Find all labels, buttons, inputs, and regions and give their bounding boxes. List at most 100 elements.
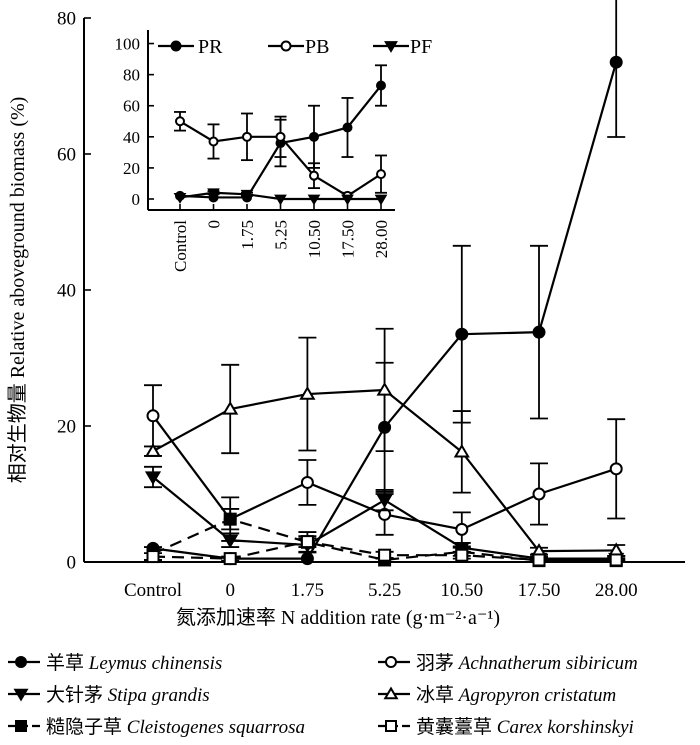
legend-label: 冰草 Agropyron cristatum — [416, 684, 616, 706]
main-plot-area: 0 20 40 60 80 Control 0 1.75 5.25 10.50 17.50 28.00 — [57, 0, 685, 601]
main-x-tick-label: 0 — [225, 580, 235, 601]
inset-data-point — [376, 80, 386, 91]
inset-x-tick-label: Control — [171, 220, 190, 272]
main-data-point — [299, 386, 316, 400]
main-data-point — [223, 512, 237, 526]
main-data-point — [300, 535, 314, 549]
inset-y-tick-label: 0 — [132, 190, 141, 209]
main-data-point — [532, 553, 546, 567]
inset-x-tick-label: 1.75 — [238, 220, 257, 250]
inset-data-point — [208, 136, 219, 147]
inset-data-point — [307, 194, 321, 206]
inset-legend-item: PB — [268, 36, 329, 58]
main-data-point — [453, 443, 470, 458]
inset-data-point — [342, 122, 353, 133]
main-data-point — [455, 327, 469, 341]
main-series-0 — [146, 0, 626, 566]
inset-data-point — [376, 169, 386, 180]
inset-legend-label: PF — [410, 36, 432, 58]
main-data-point — [532, 325, 546, 339]
legend-marker — [385, 720, 397, 732]
inset-x-tick-label: 0 — [204, 220, 223, 229]
legend-label: 糙隐子草 Cleistogenes squarrosa — [46, 716, 305, 738]
inset-data-point — [341, 194, 354, 206]
inset-legend-label: PB — [305, 36, 329, 58]
inset-plot-area: 0 20 40 60 80 100 Control 0 1.75 5.25 10.50 17.50 28… — [115, 30, 432, 272]
main-series-5 — [144, 535, 626, 567]
inset-x-tick-label: 5.25 — [271, 220, 290, 250]
legend-marker — [13, 688, 29, 702]
legend-item: 羊草 Leymus chinensis — [8, 652, 222, 674]
inset-legend-marker — [170, 40, 182, 52]
inset-legend-item: PR — [158, 36, 223, 58]
main-x-tick-label: 17.50 — [518, 580, 561, 601]
main-data-point — [144, 471, 162, 486]
inset-y-tick-label: 60 — [123, 97, 140, 116]
main-data-point — [222, 534, 239, 549]
main-ticks: 0 20 40 60 80 Control 0 1.75 5.25 10.50 17.50 28.00 — [57, 9, 638, 601]
legend-item: 糙隐子草 Cleistogenes squarrosa — [8, 716, 305, 738]
legend-item: 羽茅 Achnatherum sibiricum — [378, 652, 638, 674]
main-x-tick-label: 10.50 — [440, 580, 483, 601]
main-data-point — [609, 553, 623, 567]
main-data-point — [300, 552, 314, 566]
inset-legend-label: PR — [198, 36, 223, 58]
main-data-point — [222, 400, 239, 415]
main-data-point — [609, 55, 623, 69]
legend-item: 冰草 Agropyron cristatum — [378, 684, 616, 706]
inset-y-tick-label: 80 — [123, 66, 140, 85]
main-data-point — [455, 548, 469, 562]
legend-marker — [15, 720, 27, 732]
inset-x-tick-label: 17.50 — [338, 220, 357, 258]
main-legend: 羊草 Leymus chinensis 羽茅 Achnatherum sibiri… — [8, 652, 638, 738]
inset-data-point — [274, 194, 287, 206]
inset-data-point — [175, 116, 185, 127]
inset-data-point — [242, 131, 252, 142]
main-x-tick-label: 5.25 — [368, 580, 401, 601]
legend-item: 大针茅 Stipa grandis — [8, 684, 210, 706]
legend-marker — [15, 656, 27, 668]
inset-y-tick-label: 20 — [123, 159, 140, 178]
legend-item: 黄囊薹草 Carex korshinskyi — [378, 716, 634, 738]
inset-series — [173, 64, 388, 206]
main-data-point — [378, 548, 392, 562]
inset-legend-item: PF — [373, 36, 432, 58]
main-data-point — [146, 409, 160, 423]
inset-data-point — [374, 194, 388, 206]
inset-legend-marker — [280, 40, 292, 52]
main-x-tick-label: 1.75 — [291, 580, 324, 601]
legend-label: 黄囊薹草 Carex korshinskyi — [416, 716, 634, 738]
inset-series-2 — [173, 188, 388, 206]
main-x-tick-label: 28.00 — [595, 580, 638, 601]
inset-data-point — [207, 188, 220, 200]
inset-x-tick-label: 10.50 — [305, 220, 324, 258]
main-data-point — [300, 475, 314, 489]
inset-legend: PR PB PF — [158, 36, 432, 58]
legend-marker — [383, 686, 399, 700]
inset-data-point — [275, 131, 286, 142]
main-data-point — [376, 494, 393, 509]
main-series — [144, 0, 626, 568]
inset-y-tick-label: 100 — [115, 34, 141, 53]
main-y-tick-label: 80 — [57, 9, 76, 30]
main-data-point — [146, 550, 160, 564]
inset-series-1 — [174, 111, 387, 201]
inset-data-point — [309, 131, 319, 142]
inset-data-point — [173, 193, 187, 204]
legend-label: 羽茅 Achnatherum sibiricum — [416, 652, 638, 674]
legend-label: 大针茅 Stipa grandis — [46, 684, 210, 706]
main-data-point — [455, 522, 469, 536]
inset-data-point — [240, 189, 254, 201]
main-data-point — [144, 443, 162, 457]
main-data-point — [609, 462, 623, 476]
main-y-tick-label: 0 — [67, 553, 77, 574]
main-y-axis-label: 相对生物量 Relative aboveground biomass (%) — [6, 97, 29, 484]
inset-y-tick-label: 40 — [123, 128, 140, 147]
inset-data-point — [309, 170, 319, 181]
legend-label: 羊草 Leymus chinensis — [46, 652, 222, 674]
main-data-point — [532, 487, 546, 501]
inset-ticks: 0 20 40 60 80 100 Control 0 1.75 5.25 10.50 17.50 28… — [115, 34, 391, 271]
main-y-tick-label: 60 — [57, 145, 76, 166]
main-x-tick-label: Control — [124, 580, 182, 601]
